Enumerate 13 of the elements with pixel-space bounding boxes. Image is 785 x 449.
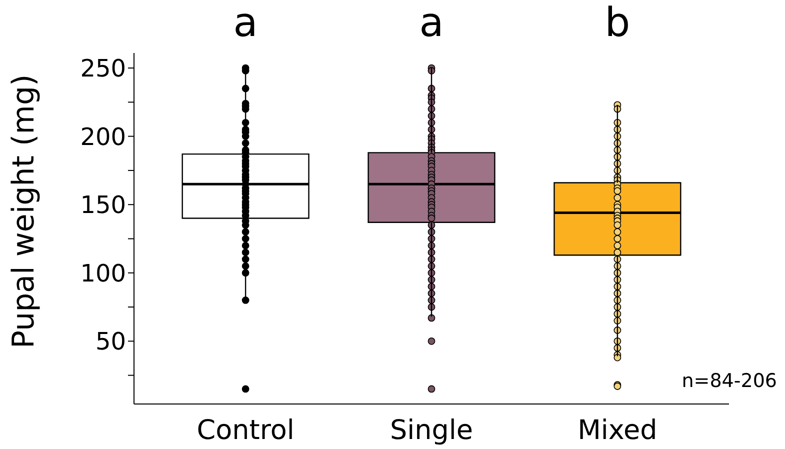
- y-tick-label: 100: [80, 259, 126, 288]
- x-tick-label: Mixed: [578, 415, 658, 446]
- y-axis-title: Pupal weight (mg): [6, 74, 42, 348]
- text: a: [232, 0, 259, 46]
- annotation: n=84-206: [682, 370, 777, 392]
- y-tick-label: 200: [80, 122, 126, 151]
- text: b: [604, 0, 632, 46]
- y-tick-label: 250: [80, 54, 126, 83]
- y-tick-label: 150: [80, 191, 126, 220]
- x-tick-label: Single: [390, 415, 474, 446]
- text: a: [418, 0, 445, 46]
- x-tick-label: Control: [196, 415, 294, 446]
- y-tick-label: 50: [95, 328, 126, 356]
